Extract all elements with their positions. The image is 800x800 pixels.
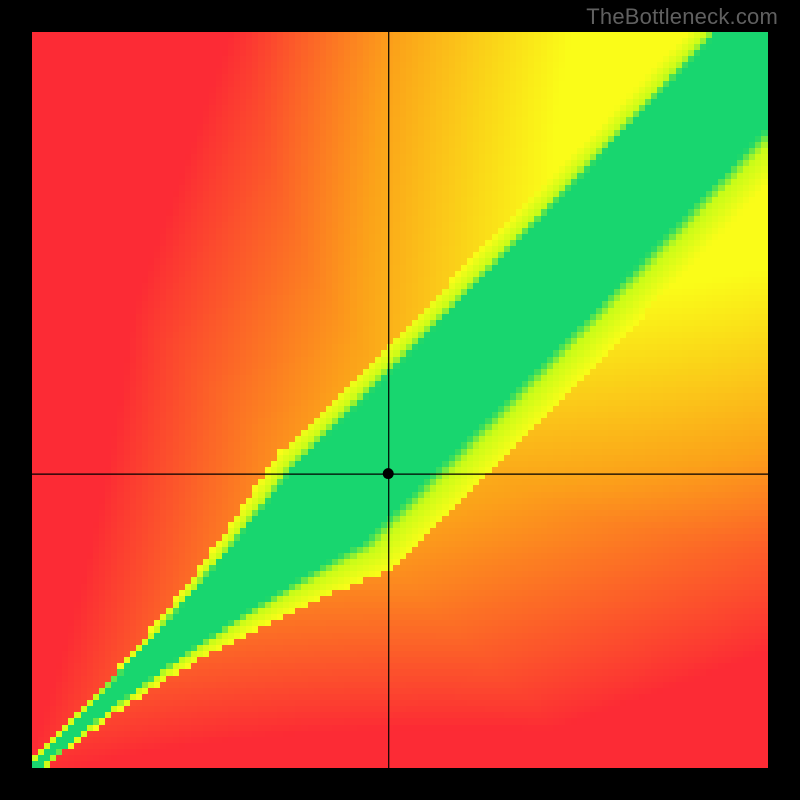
heatmap-plot [32, 32, 768, 768]
watermark-text: TheBottleneck.com [586, 4, 778, 30]
heatmap-canvas [32, 32, 768, 768]
stage: TheBottleneck.com [0, 0, 800, 800]
